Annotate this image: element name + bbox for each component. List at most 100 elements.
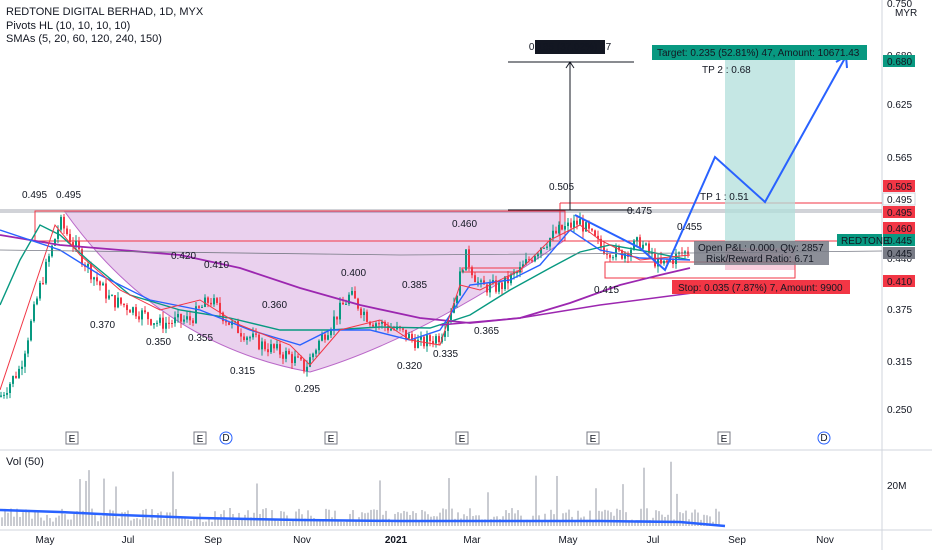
candle-body — [93, 277, 95, 280]
candle-body — [78, 241, 80, 250]
candle-body — [636, 237, 638, 241]
volume-bar — [166, 512, 168, 526]
candle-body — [258, 334, 260, 350]
pivot-label: 0.335 — [433, 349, 458, 360]
candle-body — [102, 283, 104, 286]
candle-body — [261, 341, 263, 350]
candle-body — [66, 228, 68, 235]
candle-body — [330, 329, 332, 336]
candle-body — [126, 305, 128, 311]
volume-bar — [256, 483, 258, 526]
volume-bar — [7, 512, 9, 526]
volume-bar — [490, 519, 492, 526]
x-tick-label: May — [36, 535, 55, 546]
volume-bar — [4, 508, 6, 526]
volume-bar — [550, 509, 552, 526]
candle-body — [639, 237, 641, 249]
candle-body — [552, 230, 554, 239]
candle-body — [96, 277, 98, 282]
volume-bar — [52, 521, 54, 526]
volume-bar — [136, 518, 138, 526]
volume-bar — [517, 510, 519, 526]
candle-body — [12, 375, 14, 384]
pivot-label: 0.295 — [295, 384, 320, 395]
candle-body — [177, 313, 179, 318]
pivot-label: 0.420 — [171, 251, 196, 262]
volume-bar — [313, 518, 315, 526]
volume-bar — [64, 514, 66, 526]
candle-body — [426, 335, 428, 347]
candle-body — [285, 350, 287, 359]
volume-label: Vol (50) — [6, 456, 44, 468]
volume-bar — [292, 520, 294, 526]
volume-bar — [367, 512, 369, 526]
y-tick-label: 0.375 — [887, 305, 912, 316]
candle-body — [36, 298, 38, 305]
volume-bar — [565, 512, 567, 526]
volume-bar — [169, 512, 171, 526]
volume-bar — [406, 511, 408, 526]
volume-bar — [262, 509, 264, 526]
candle-body — [171, 322, 173, 324]
volume-bar — [421, 509, 423, 526]
candle-body — [360, 308, 362, 316]
candle-body — [87, 264, 89, 267]
candle-body — [375, 323, 377, 327]
pivot-label: 0.365 — [474, 326, 499, 337]
volume-bar — [658, 511, 660, 526]
candle-body — [6, 393, 8, 395]
volume-bar — [607, 510, 609, 526]
volume-bar — [346, 521, 348, 526]
volume-bar — [211, 521, 213, 526]
candle-body — [117, 297, 119, 308]
candle-body — [588, 222, 590, 229]
volume-bar — [691, 512, 693, 526]
volume-bar — [325, 508, 327, 526]
stop-label: Stop: 0.035 (7.87%) 7, Amount: 9900 — [678, 283, 843, 294]
projection-path — [574, 57, 846, 272]
candle-body — [414, 339, 416, 348]
pivot-label: 0.360 — [262, 300, 287, 311]
candle-body — [384, 321, 386, 327]
volume-bar — [82, 510, 84, 526]
candle-body — [282, 354, 284, 359]
candle-body — [564, 226, 566, 230]
candle-body — [579, 218, 581, 225]
candle-body — [153, 323, 155, 325]
x-tick-label: Sep — [728, 535, 746, 546]
volume-bar — [235, 520, 237, 526]
candle-body — [141, 310, 143, 320]
candle-body — [501, 282, 503, 290]
volume-bar — [709, 516, 711, 526]
price-tag-bg — [883, 234, 915, 246]
volume-bar — [469, 508, 471, 526]
candle-body — [111, 295, 113, 297]
price-tag: 0.445 — [887, 236, 912, 247]
volume-bar — [220, 514, 222, 526]
volume-bar — [508, 512, 510, 526]
candle-body — [483, 280, 485, 285]
volume-bar — [16, 508, 18, 526]
volume-bar — [499, 519, 501, 526]
volume-bar — [667, 514, 669, 526]
pivot-label: 0.415 — [594, 285, 619, 296]
candle-body — [363, 311, 365, 316]
volume-bar — [1, 517, 3, 526]
candle-body — [489, 283, 491, 293]
volume-bar — [547, 520, 549, 526]
target-zone — [725, 47, 795, 248]
candle-body — [60, 216, 62, 230]
price-tag: 0.495 — [887, 208, 912, 219]
volume-bar — [619, 509, 621, 526]
candle-body — [99, 281, 101, 286]
volume-bar — [589, 510, 591, 526]
volume-bar — [316, 521, 318, 526]
earnings-marker-label: E — [721, 434, 728, 445]
candle-body — [411, 333, 413, 340]
volume-bar — [196, 518, 198, 526]
candle-body — [597, 235, 599, 239]
volume-bar — [679, 512, 681, 526]
x-tick-label: 2021 — [385, 535, 408, 546]
volume-bar — [319, 520, 321, 526]
